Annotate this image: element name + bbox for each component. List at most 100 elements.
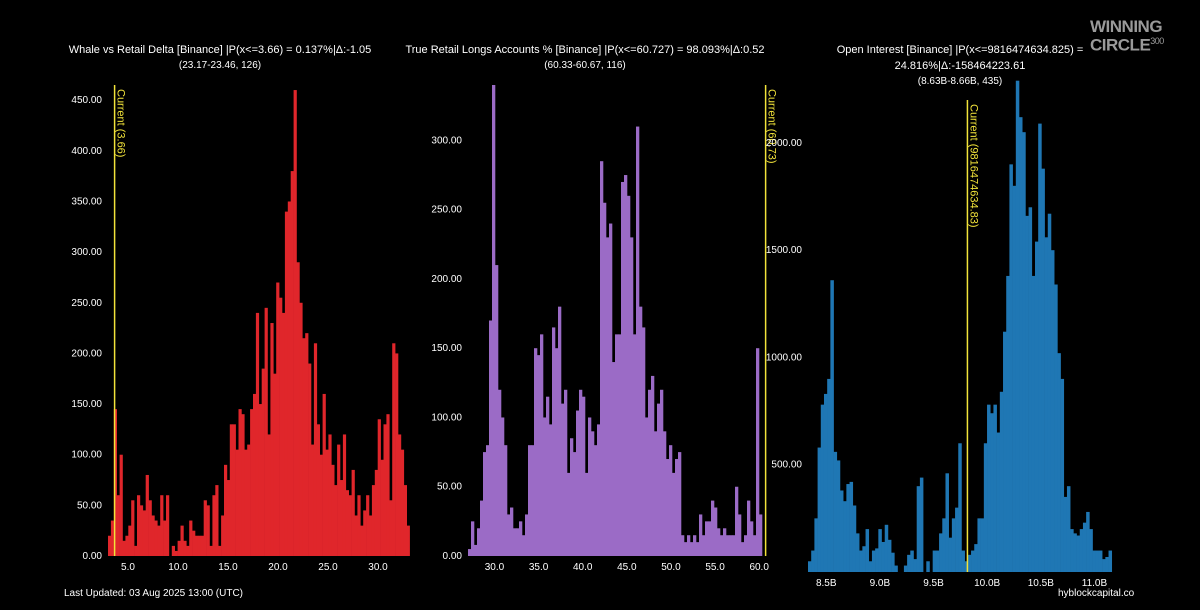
- histogram-bar: [264, 307, 268, 556]
- histogram-bar: [244, 449, 248, 556]
- histogram-bar: [1076, 535, 1081, 572]
- histogram-bar: [293, 90, 297, 556]
- histogram-bar: [137, 495, 141, 556]
- histogram-bar: [174, 550, 178, 556]
- y-tick-label: 1500.00: [766, 245, 803, 256]
- histogram-bar: [1006, 275, 1010, 572]
- histogram-bar: [977, 518, 981, 572]
- histogram-bar: [836, 460, 841, 572]
- histogram-bar: [884, 524, 889, 572]
- histogram-bar: [1041, 168, 1045, 572]
- histogram-bar: [480, 500, 484, 556]
- histogram-bar: [987, 404, 991, 572]
- histogram-bar: [325, 449, 329, 556]
- histogram-bar: [1063, 496, 1068, 572]
- histogram-bar: [1047, 213, 1052, 572]
- histogram-bar: [654, 431, 658, 556]
- histogram-bar: [1022, 132, 1026, 572]
- histogram-bar: [696, 542, 700, 556]
- chart3-title: Open Interest [Binance] |P(x<=9816474634…: [836, 44, 1084, 56]
- histogram-bar: [471, 521, 475, 556]
- histogram-bar: [741, 542, 745, 556]
- histogram-bar: [881, 541, 886, 572]
- histogram-bar: [531, 445, 535, 556]
- histogram-bar: [967, 554, 972, 572]
- histogram-bar: [392, 343, 396, 556]
- x-tick-label: 25.0: [318, 562, 338, 573]
- winning-circle-logo: WINNING CIRCLE300: [1090, 17, 1164, 54]
- histogram-bar: [507, 514, 511, 556]
- histogram-bar: [1082, 522, 1087, 572]
- histogram-bar: [708, 521, 712, 556]
- histogram-bar: [974, 544, 978, 572]
- chart1-title: Whale vs Retail Delta [Binance] |P(x<=3.…: [68, 44, 372, 56]
- histogram-bar: [116, 495, 120, 556]
- histogram-bar: [1070, 529, 1074, 572]
- histogram-bar: [636, 126, 640, 556]
- histogram-bar: [180, 525, 184, 556]
- histogram-bar: [843, 501, 847, 572]
- histogram-bar: [389, 500, 393, 556]
- histogram-bar: [374, 469, 378, 556]
- histogram-bar: [756, 348, 760, 556]
- histogram-bar: [235, 449, 239, 556]
- histogram-bar: [702, 535, 706, 556]
- y-tick-label: 150.00: [71, 399, 102, 410]
- histogram-bar: [1092, 550, 1097, 572]
- histogram-bar: [993, 404, 997, 572]
- source-link[interactable]: hyblockcapital.co: [1058, 588, 1135, 599]
- histogram-bar: [351, 469, 355, 556]
- histogram-bar: [340, 480, 344, 556]
- histogram-bar: [942, 518, 946, 572]
- histogram-bar: [958, 443, 962, 572]
- chart2-subtitle: (60.33-60.67, 116): [544, 60, 626, 71]
- histogram-bar: [999, 391, 1004, 572]
- histogram-bar: [540, 334, 544, 556]
- histogram-bar: [183, 540, 187, 556]
- histogram-bar: [366, 495, 370, 556]
- histogram-bar: [308, 363, 312, 556]
- histogram-bar: [582, 396, 586, 556]
- histogram-bar: [849, 481, 854, 572]
- histogram-bar: [537, 355, 541, 556]
- histogram-bar: [823, 393, 828, 572]
- chart3-title-block: Open Interest [Binance] |P(x<=9816474634…: [800, 42, 1120, 90]
- histogram-bar: [1098, 550, 1103, 572]
- histogram-bar: [299, 302, 303, 556]
- histogram-bar: [212, 495, 216, 556]
- histogram-bar: [203, 500, 207, 556]
- histogram-bar: [195, 535, 199, 556]
- histogram-bar: [400, 449, 405, 556]
- histogram-bar: [296, 262, 300, 556]
- histogram-bar: [597, 424, 601, 556]
- histogram-bar: [603, 202, 607, 556]
- x-tick-label: 10.0B: [974, 578, 1000, 589]
- histogram-bar: [609, 223, 613, 556]
- histogram-bar: [1086, 511, 1090, 572]
- histogram-bar: [624, 175, 628, 556]
- histogram-bar: [564, 389, 568, 556]
- histogram-bar: [345, 490, 349, 556]
- histogram-bar: [218, 545, 222, 556]
- logo-line1: WINNING: [1090, 17, 1163, 36]
- histogram-bar: [648, 389, 652, 556]
- histogram-bar: [621, 181, 625, 556]
- histogram-bar: [753, 535, 757, 556]
- histogram-bar: [1025, 215, 1029, 572]
- histogram-bar: [119, 454, 123, 556]
- histogram-bar: [817, 447, 822, 572]
- histogram-bar: [197, 535, 202, 556]
- histogram-bar: [313, 343, 318, 556]
- histogram-bar: [859, 550, 863, 572]
- histogram-bar: [125, 535, 129, 556]
- histogram-bar: [163, 520, 167, 556]
- x-tick-label: 10.5B: [1028, 578, 1054, 589]
- histogram-bar: [290, 171, 294, 556]
- histogram-bar: [328, 434, 332, 556]
- histogram-bar: [705, 521, 709, 556]
- histogram-bar: [830, 280, 834, 572]
- histogram-bar: [1060, 378, 1065, 572]
- histogram-bar: [1102, 559, 1106, 572]
- histogram-bar: [916, 486, 921, 572]
- histogram-bar: [570, 438, 574, 556]
